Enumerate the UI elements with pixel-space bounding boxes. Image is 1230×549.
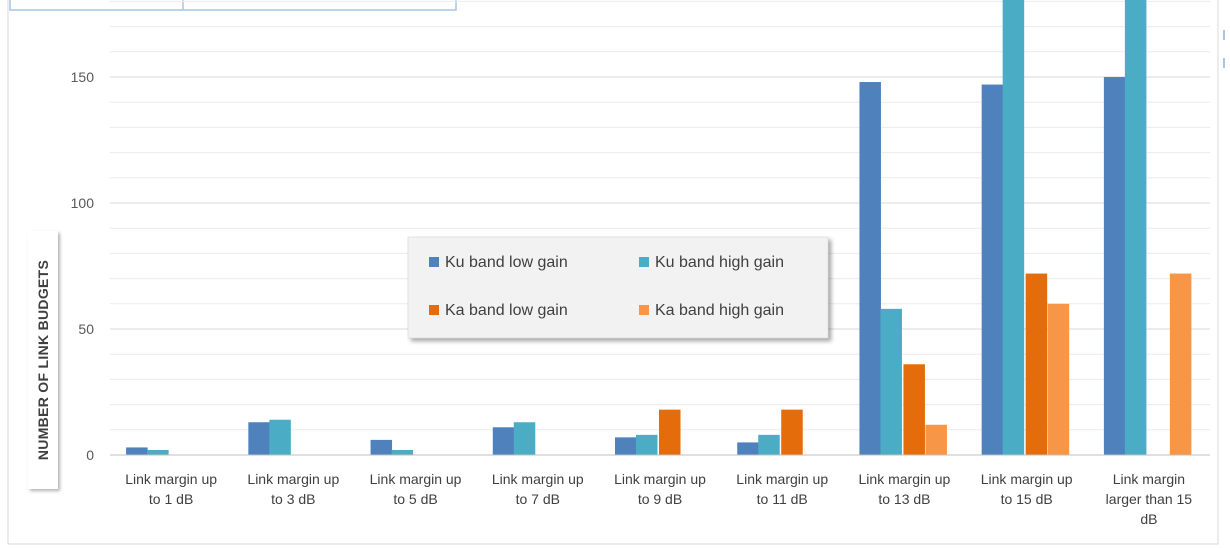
x-category-label-line: Link margin up [981,471,1073,487]
x-category-label: Link margin up to 1 dB [125,471,217,507]
x-category-label-line: to 11 dB [757,491,808,507]
x-category-label-line: to 9 dB [638,491,682,507]
legend-box [407,236,829,339]
bar-ka-band-low-gain [1025,273,1048,455]
bar-ku-band-low-gain [1103,77,1126,455]
cropped-top-box [9,0,457,11]
x-category-label: Link margin up to 3 dB [247,471,339,507]
bar-ku-band-high-gain [1124,0,1147,455]
bar-ka-band-low-gain [781,409,803,455]
bar-ku-band-low-gain [859,82,881,455]
x-category-labels: Link margin up to 1 dB Link margin up to 3 … [125,471,1192,527]
y-axis-label: NUMBER OF LINK BUDGETS [35,260,51,460]
bar-ku-band-high-gain [1002,0,1025,455]
bar-ku-band-high-gain [636,434,658,455]
bar-ku-band-low-gain [615,437,637,455]
legend-item-ku-band-low-gain: Ku band low gain [429,254,568,271]
bar-ka-band-high-gain [1047,303,1070,455]
y-tick-labels: 0 50 100 150 [71,69,95,463]
x-category-label-line: dB [1140,511,1157,527]
bar-ka-band-low-gain [903,364,925,455]
x-category-label-line: to 3 dB [271,491,315,507]
x-category-label: Link margin up to 7 dB [492,471,584,507]
x-category-label-line: Link margin up [859,471,951,487]
y-axis-label-group: NUMBER OF LINK BUDGETS [28,231,58,489]
x-category-label-line: to 15 dB [1001,491,1053,507]
x-category-label: Link margin up to 15 dB [981,471,1073,507]
y-axis-label-box [28,231,58,489]
legend-swatch [639,305,649,315]
bar-ka-band-high-gain [925,424,947,455]
bar-ku-band-high-gain [880,308,902,455]
y-tick-label: 100 [71,195,95,211]
x-category-label-line: Link margin [1113,471,1185,487]
legend-label: Ku band low gain [445,254,568,271]
x-category-label: Link margin up to 5 dB [370,471,462,507]
x-category-label-line: larger than 15 [1106,491,1193,507]
legend-label: Ka band high gain [655,302,784,319]
bar-ku-band-high-gain [269,419,291,455]
x-category-label-line: Link margin up [736,471,828,487]
y-tick-label: 150 [71,69,95,85]
bars [126,0,1192,455]
bar-ku-band-high-gain [513,422,536,455]
x-category-label-line: to 5 dB [393,491,437,507]
legend-swatch [429,305,439,315]
x-category-label: Link margin up to 11 dB [736,471,828,507]
bar-ka-band-high-gain [1169,273,1192,455]
x-category-label-line: Link margin up [370,471,462,487]
bar-ka-band-low-gain [659,409,681,455]
legend-item-ku-band-high-gain: Ku band high gain [639,254,784,271]
bar-ku-band-low-gain [370,439,393,455]
bar-ku-band-low-gain [126,447,148,455]
x-category-label-line: Link margin up [125,471,217,487]
y-tick-label: 50 [78,321,94,337]
bar-ku-band-low-gain [492,427,515,455]
bar-ku-band-low-gain [737,442,759,455]
legend-item-ka-band-low-gain: Ka band low gain [429,302,568,319]
x-category-label-line: Link margin up [492,471,584,487]
y-tick-label: 0 [86,447,94,463]
x-category-label-line: Link margin up [247,471,339,487]
bar-ku-band-high-gain [758,434,780,455]
legend-swatch [639,257,649,267]
bar-ku-band-high-gain [147,449,169,455]
x-category-label: Link margin larger than 15 dB [1106,471,1193,527]
x-category-label-line: Link margin up [614,471,706,487]
x-category-label-line: to 7 dB [516,491,560,507]
legend-label: Ku band high gain [655,254,784,271]
legend-swatch [429,257,439,267]
bar-ku-band-low-gain [248,422,270,455]
x-category-label-line: to 13 dB [878,491,930,507]
legend: Ku band low gain Ku band high gain Ka band… [407,236,829,339]
legend-label: Ka band low gain [445,302,568,319]
x-category-label: Link margin up to 13 dB [859,471,951,507]
legend-item-ka-band-high-gain: Ka band high gain [639,302,784,319]
x-category-label-line: to 1 dB [149,491,193,507]
x-category-label: Link margin up to 9 dB [614,471,706,507]
bar-ku-band-low-gain [981,84,1004,455]
bar-ku-band-high-gain [391,449,414,455]
